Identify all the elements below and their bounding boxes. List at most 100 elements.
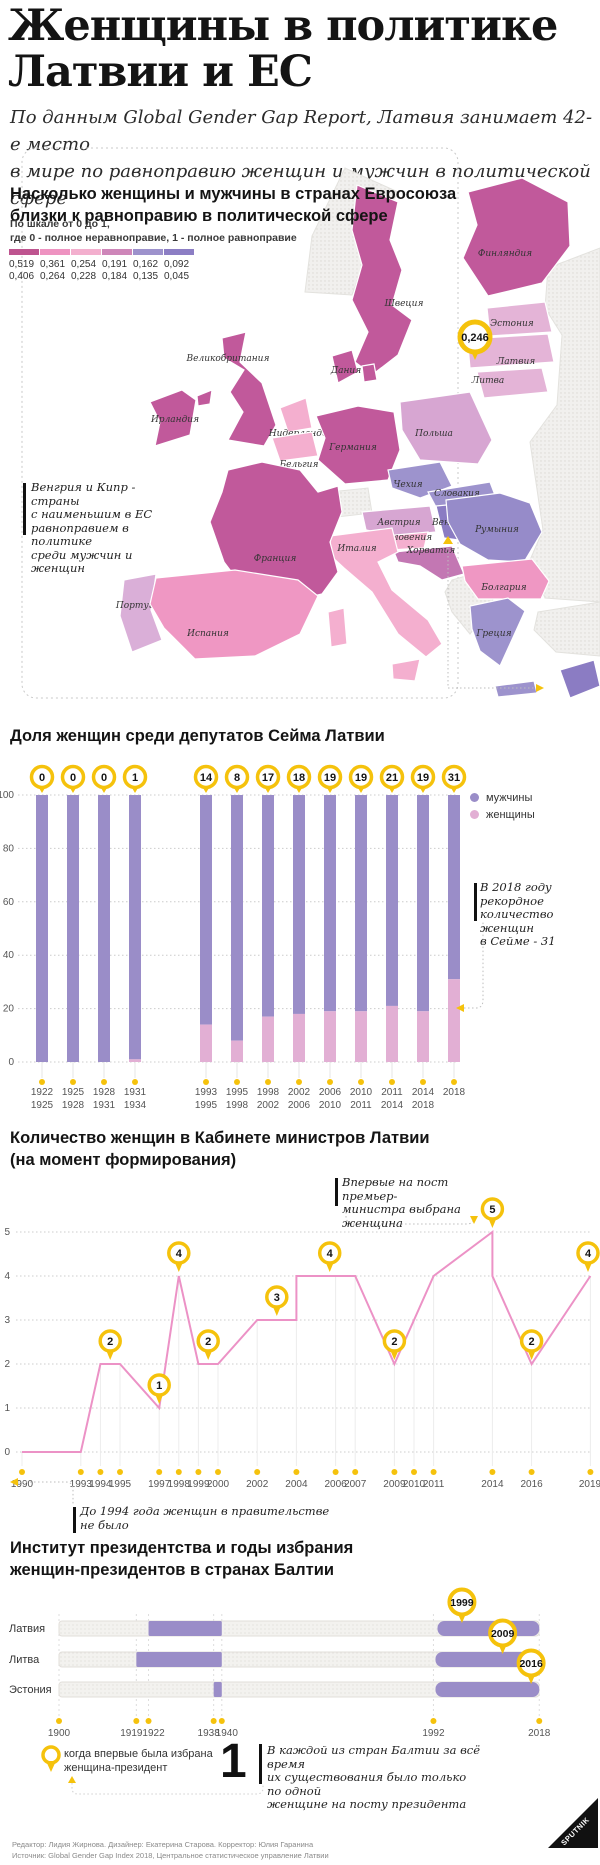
pin-label: 2 xyxy=(205,1336,211,1348)
first-woman-president-pin: 2016 xyxy=(516,1648,546,1684)
country-Германия xyxy=(315,405,401,485)
x-axis-label: 1998 xyxy=(168,1479,191,1490)
pin-label: 3 xyxy=(274,1292,280,1304)
europe-map: Финляндия Швеция Эстония Латвия Литва Дания Ве… xyxy=(21,147,600,699)
bar-men xyxy=(448,795,460,980)
axis-dot xyxy=(389,1079,395,1085)
page-title-line2: Латвии и ЕС xyxy=(8,46,313,97)
cabinet-count-pin: 3 xyxy=(265,1285,289,1316)
women-count-pin: 31 xyxy=(441,764,467,793)
legend-values: 0,092 0,045 xyxy=(164,259,190,282)
president-chart-title-line1: Институт президентства и годы избрания xyxy=(10,1539,354,1557)
legend-swatch xyxy=(133,249,163,255)
legend-swatch xyxy=(71,249,101,255)
pin-label: 18 xyxy=(293,772,305,784)
country-label: Чехия xyxy=(393,480,422,490)
seimas-annotation: В 2018 году рекордное количество женщин в … xyxy=(480,880,592,949)
country-label: Германия xyxy=(328,443,377,453)
country-label: Румыния xyxy=(474,525,519,535)
x-axis-label: 1900 xyxy=(48,1728,71,1739)
y-axis-label: 0 xyxy=(4,1447,10,1458)
pin-circle xyxy=(224,764,250,790)
pin-label: 17 xyxy=(262,772,274,784)
pin-label: 1 xyxy=(156,1380,162,1392)
legend-bin-4: 0,191 0,184 xyxy=(102,249,132,283)
pin-label: 4 xyxy=(327,1248,334,1260)
footer-credits: Редактор: Лидия Жирнова. Дизайнер: Екате… xyxy=(12,1840,329,1861)
pin-label: 14 xyxy=(200,772,213,784)
cyprus-arrow-icon xyxy=(536,684,544,692)
country-label: Испания xyxy=(186,629,229,639)
pin-circle xyxy=(167,1241,191,1265)
bar-women xyxy=(386,1005,398,1062)
country-Ирландия xyxy=(149,389,197,447)
bar-women xyxy=(293,1013,305,1062)
cabinet-count-pin: 5 xyxy=(480,1197,505,1228)
women-count-pin: 14 xyxy=(193,764,219,793)
legend-dot xyxy=(470,793,479,802)
legend-connector-line xyxy=(71,1783,264,1795)
x-axis-label: 2011 xyxy=(423,1479,445,1490)
women-in-cabinet-line xyxy=(22,1230,592,1453)
seimas-annotation-bar xyxy=(474,883,477,921)
pin-circle xyxy=(488,1618,518,1648)
pin-circle xyxy=(480,1197,505,1221)
map-annotation-line1: Венгрия и Кипр - страны xyxy=(31,480,136,508)
legend-bin-1: 0,519 0,406 xyxy=(9,249,39,283)
country-label: Латвия xyxy=(496,357,535,367)
president-legend-text: когда впервые была избрана женщина-прези… xyxy=(64,1747,213,1776)
x-axis-label: 2014 xyxy=(481,1479,504,1490)
cabinet-annotation-bottom-bar xyxy=(73,1507,76,1533)
seimas-chart-title: Доля женщин среди депутатов Сейма Латвии xyxy=(10,727,385,745)
pin-label: 1 xyxy=(132,772,138,784)
x-axis-label: 2010 2011 xyxy=(350,1087,373,1111)
axis-dot xyxy=(489,1469,496,1475)
cabinet-chart-title-line2: (на момент формирования) xyxy=(10,1150,237,1169)
y-axis-label: 100 xyxy=(0,790,14,801)
seimas-annotation-line1: В 2018 году рекордное xyxy=(480,880,552,908)
y-axis-label: 5 xyxy=(4,1227,10,1238)
axis-dot xyxy=(587,1469,594,1475)
pin-label: 19 xyxy=(417,772,429,784)
bar-women xyxy=(448,979,460,1062)
bar-men xyxy=(98,795,110,1062)
cyprus-connector xyxy=(447,548,534,689)
legend-bin-3: 0,254 0,228 xyxy=(71,249,101,283)
legend-values: 0,162 0,135 xyxy=(133,259,159,282)
axis-dot xyxy=(451,1079,457,1085)
presidency-period xyxy=(136,1652,222,1667)
bar-women xyxy=(324,1011,336,1062)
legend-swatch xyxy=(102,249,132,255)
bar-men xyxy=(67,795,79,1062)
cabinet-annotation-top: Впервые на пост премьер-министра выбрана… xyxy=(342,1175,507,1230)
x-axis-label: 1993 1995 xyxy=(195,1087,218,1111)
x-axis-label: 2002 2006 xyxy=(288,1087,311,1111)
bar-women xyxy=(262,1016,274,1062)
axis-dot xyxy=(215,1469,221,1475)
pin-label: 5 xyxy=(489,1204,495,1216)
pin-label: 0 xyxy=(101,772,107,784)
cabinet-count-pin: 4 xyxy=(167,1241,191,1272)
pin-circle xyxy=(441,764,467,790)
axis-dot xyxy=(132,1079,138,1085)
pin-circle xyxy=(60,764,86,790)
bar-men xyxy=(262,795,274,1017)
axis-dot xyxy=(293,1469,300,1475)
pin-circle xyxy=(255,764,281,790)
axis-dot xyxy=(56,1718,62,1724)
non-eu-land xyxy=(533,601,600,657)
axis-dot xyxy=(254,1469,261,1475)
x-axis-label: 2006 2010 xyxy=(319,1087,342,1111)
page-subtitle-line1: По данным Global Gender Gap Report, Латв… xyxy=(10,107,593,155)
country-Великобритания xyxy=(221,331,277,447)
legend-item-мужчины: мужчины xyxy=(470,789,535,806)
legend-arrow-icon xyxy=(68,1776,76,1783)
y-axis-label: 60 xyxy=(3,897,15,908)
country-label: Бельгия xyxy=(279,460,319,470)
axis-dot xyxy=(70,1079,76,1085)
x-axis-label: 2014 2018 xyxy=(412,1087,435,1111)
pin-label: 0 xyxy=(70,772,76,784)
x-axis-label: 2009 xyxy=(383,1479,406,1490)
